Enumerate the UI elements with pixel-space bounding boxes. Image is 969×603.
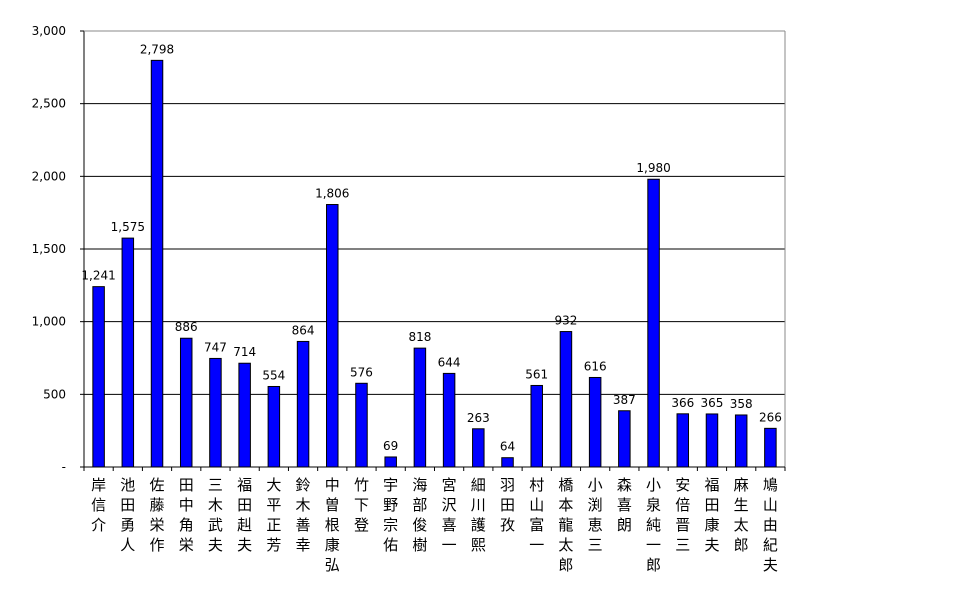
category-label: 宇野宗佑 [383,476,398,554]
bar [734,414,748,468]
bar [413,347,427,468]
category-label: 三木武夫 [208,476,223,554]
bar [296,340,310,468]
category-label: 田中角栄 [179,476,194,554]
bar [472,428,485,468]
category-label: 小渕恵三 [588,476,603,554]
bar [764,427,777,468]
category-label: 中曽根康弘 [325,476,340,574]
value-label: 358 [730,397,753,411]
y-tick-label: 500 [43,387,66,401]
value-label: 714 [233,345,256,359]
value-label: 818 [408,330,431,344]
value-label: 561 [525,367,548,381]
value-label: 366 [671,396,694,410]
value-label: 2,798 [140,42,174,56]
value-label: 1,806 [315,187,349,201]
y-tick-label: 2,500 [32,97,66,111]
category-label: 竹下登 [354,476,369,534]
category-label: 宮沢喜一 [442,476,457,554]
value-label: 387 [613,393,636,407]
bar [92,286,105,468]
value-label: 554 [262,368,285,382]
bar [121,237,135,468]
category-label: 鳩山由紀夫 [763,476,778,574]
category-label: 安倍晋三 [675,476,690,554]
category-label: 村山富一 [529,476,544,554]
bar [238,362,251,468]
value-label: 263 [467,411,490,425]
category-label: 鈴木善幸 [296,476,311,554]
category-label: 岸信介 [91,476,106,534]
value-label: 932 [554,314,577,328]
value-label: 616 [584,359,607,373]
bar [355,382,368,468]
category-label: 大平正芳 [266,476,281,554]
category-label: 佐藤栄作 [150,476,165,554]
category-label: 橋本龍太郎 [558,476,573,574]
bar [618,410,631,468]
bar [384,456,397,468]
category-label: 池田勇人 [120,476,135,554]
bar [705,413,719,468]
bar [559,331,573,468]
category-label: 福田赳夫 [237,476,252,554]
category-label: 羽田孜 [500,476,515,534]
bar [209,357,222,468]
bar [326,204,339,468]
y-tick-label: 2,000 [32,169,66,183]
bar [647,178,660,468]
axes [80,30,786,471]
bar [267,385,281,468]
value-label: 864 [292,323,315,337]
y-tick-label: 1,000 [32,315,66,329]
value-label: 886 [175,320,198,334]
y-tick-label: 1,500 [32,242,66,256]
value-label: 644 [438,355,461,369]
value-label: 69 [383,439,398,453]
value-label: 1,980 [636,161,670,175]
value-label: 1,575 [111,220,145,234]
bar [442,372,456,468]
bar [150,59,164,468]
category-label: 海部俊樹 [412,476,427,554]
value-label: 365 [701,396,724,410]
bar [530,384,543,468]
value-label: 64 [500,440,515,454]
labels: - 500 1,000 1,500 2,000 2,500 3,000 1,241 岸信介 1,5… [32,24,782,574]
bar [588,376,602,468]
category-label: 麻生太郎 [734,476,749,554]
category-label: 小泉純一郎 [646,476,661,574]
value-label: 266 [759,410,782,424]
bar [676,413,690,468]
y-tick-label: - [62,460,66,474]
y-tick-label: 3,000 [32,24,66,38]
bars [92,59,777,468]
category-label: 福田康夫 [704,476,719,554]
category-label: 細川護熙 [471,476,486,554]
bar [501,457,514,468]
bar [179,337,193,468]
category-label: 森喜朗 [617,476,632,534]
value-label: 576 [350,365,373,379]
value-label: 747 [204,340,227,354]
value-label: 1,241 [81,269,115,283]
